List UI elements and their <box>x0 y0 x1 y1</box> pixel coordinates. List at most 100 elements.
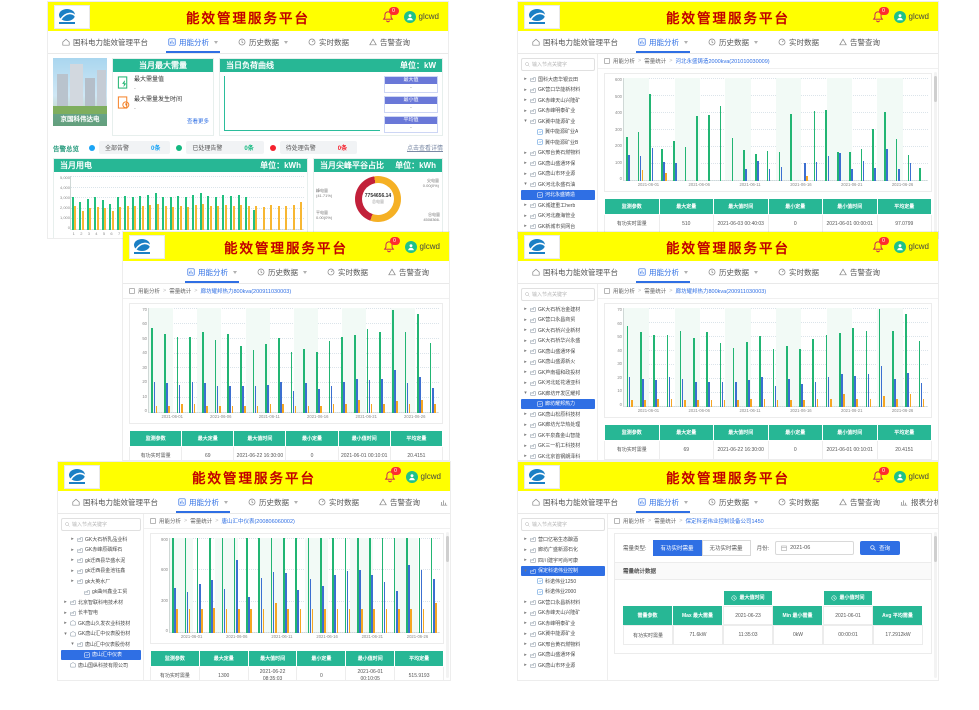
tree-node[interactable]: ▸ GK邢台黄石燃物料 <box>521 148 595 159</box>
tree-node[interactable]: ▸ GK大石桥冶金建材 <box>521 304 595 315</box>
tree-node[interactable]: ▸ GK唐山盛通环保 <box>521 346 595 357</box>
tree-expand-toggle[interactable]: ▸ <box>524 620 527 627</box>
nav-item-yongneng[interactable]: 用能分析 <box>628 491 698 513</box>
tree-node[interactable]: ▸ GK大石桥兴业新材 <box>521 325 595 336</box>
nav-item-yongneng[interactable]: 用能分析 <box>628 31 698 53</box>
breadcrumb-item-2[interactable]: 需量统计 <box>644 289 667 295</box>
tree-expand-toggle[interactable]: ▸ <box>524 651 527 658</box>
nav-item-gaojing[interactable]: 告警查询 <box>378 261 439 283</box>
tree-node[interactable]: ▸ GK北京首钢朗泽科 <box>521 451 595 460</box>
scrollbar[interactable] <box>934 532 937 678</box>
nav-home[interactable]: 国科电力能效管理平台 <box>522 261 628 283</box>
tree-expand-toggle[interactable]: ▸ <box>524 160 527 167</box>
tree-node[interactable]: ▸ GK唐山盛源新火 <box>521 357 595 368</box>
tree-expand-toggle[interactable]: ▸ <box>524 358 527 365</box>
breadcrumb-item-3[interactable]: 保定科诺伟业控制设备公司1450 <box>685 519 764 525</box>
tree-expand-toggle[interactable]: ▸ <box>524 442 527 449</box>
nav-item-gaojing[interactable]: 告警查询 <box>829 491 890 513</box>
tree-node[interactable]: ▾ GK廊坊开发区耀邦 <box>521 388 595 399</box>
tree-node[interactable]: ▸ GK唐山市环业源 <box>521 169 595 180</box>
demand-type-option[interactable]: 无功实时需量 <box>701 540 751 556</box>
demand-type-toggle[interactable]: 有功实时需量 无功实时需量 <box>652 540 751 556</box>
query-button[interactable]: 查询 <box>860 541 901 555</box>
tree-expand-toggle[interactable]: ▸ <box>524 411 527 418</box>
nav-item-yongneng[interactable]: 用能分析 <box>177 261 247 283</box>
nav-item-yongneng[interactable]: 用能分析 <box>168 491 238 513</box>
breadcrumb-item-3[interactable]: 廊坊耀邦热力800kva(200911030003) <box>200 289 292 295</box>
breadcrumb-item-3[interactable]: 唐山汇中仪表(200806060002) <box>221 519 295 525</box>
search-input[interactable]: 输入节点关键字 <box>521 288 595 301</box>
tree-expand-toggle[interactable]: ▸ <box>524 546 527 553</box>
tree-node[interactable]: ▸ GK大石桥华兴永盛 <box>521 336 595 347</box>
nav-home[interactable]: 国科电力能效管理平台 <box>522 491 628 513</box>
nav-item-baobiao[interactable]: 报表分析 <box>430 491 450 513</box>
nav-item-shishi[interactable]: 实时数据 <box>317 261 378 283</box>
scrollbar[interactable] <box>446 532 449 678</box>
alarm-pending[interactable]: 待处理告警 0条 <box>269 141 358 154</box>
tree-expand-toggle[interactable]: ▸ <box>524 348 527 355</box>
tree-node[interactable]: ▾ GK河北永盛石油 <box>521 179 595 190</box>
tree-expand-toggle[interactable]: ▾ <box>524 118 527 125</box>
nav-item-baobiao[interactable]: 报表分析 <box>890 491 938 513</box>
tree-expand-toggle[interactable]: ▸ <box>64 599 67 606</box>
tree-node[interactable]: ▸ gk迁西县华盛水泥 <box>61 555 141 566</box>
nav-item-yongneng[interactable]: 用能分析 <box>628 261 698 283</box>
nav-item-lishi[interactable]: 历史数据 <box>228 31 298 53</box>
tree-node[interactable]: ▸ GK赤峰天山兴隆矿 <box>521 608 605 619</box>
user-menu[interactable]: glcwd <box>403 10 439 23</box>
nav-item-shishi[interactable]: 实时数据 <box>768 31 829 53</box>
tree-expand-toggle[interactable]: ▸ <box>524 337 527 344</box>
nav-item-gaojing[interactable]: 告警查询 <box>359 31 420 53</box>
tree-expand-toggle[interactable]: ▾ <box>71 641 74 648</box>
nav-item-shishi[interactable]: 实时数据 <box>768 491 829 513</box>
bell-icon[interactable]: 0 <box>871 6 889 24</box>
tree-node[interactable]: ▸ GK芦南福和政投材 <box>521 367 595 378</box>
tree-node[interactable]: 冀中能源矿业A <box>521 127 595 138</box>
tree-node[interactable]: ▾ GK唐山汇中仪表股份材 <box>61 629 141 640</box>
tree-node[interactable]: ▸ GK大石桥乳品业科 <box>61 534 141 545</box>
tree[interactable]: ▸ 国科大唐华银云田 ▸ GK营口华能新材料 ▸ GK赤峰天山兴隆矿 ▸ GK赤峰明泰矿业 ▾ G… <box>521 74 595 232</box>
tree-expand-toggle[interactable]: ▸ <box>524 212 527 219</box>
search-input[interactable]: 输入节点关键字 <box>61 518 141 531</box>
alarm-detail-link[interactable]: 点击查看详情 <box>406 146 443 152</box>
tree-node[interactable]: ▸ GK三一机工科技材 <box>521 441 595 452</box>
tree-expand-toggle[interactable]: ▸ <box>71 536 74 543</box>
tree-node[interactable]: ▸ GK营口永昌商贸 <box>521 315 595 326</box>
tree[interactable]: ▸ GK大石桥乳品业科 ▸ GK赤峰原磷辉石 ▸ gk迁西县华盛水泥 ▸ gk迁西县金池钰鑫 ▸… <box>61 534 141 671</box>
view-more-link[interactable]: 查看更多 <box>186 118 209 125</box>
table-row[interactable]: 有功实时需量 1300 2021-06-22 08:35:03 0 2021-06-01… <box>150 666 444 680</box>
tree-node[interactable]: ▸ GK唐山久发农业科技材 <box>61 618 141 629</box>
tree-expand-toggle[interactable]: ▾ <box>524 390 527 397</box>
tree-node[interactable]: ▸ 营口亿裕生态酿酒 <box>521 534 605 545</box>
tree-node[interactable]: ▾ GK冀中能源矿业 <box>521 116 595 127</box>
tree-expand-toggle[interactable]: ▸ <box>524 223 527 230</box>
bell-icon[interactable]: 0 <box>871 236 889 254</box>
alarm-all[interactable]: 全部告警 0条 <box>89 141 171 154</box>
tree-expand-toggle[interactable]: ▸ <box>524 76 527 83</box>
user-menu[interactable]: glcwd <box>893 10 929 23</box>
user-menu[interactable]: glcwd <box>893 470 929 483</box>
tree-node[interactable]: ▸ 长丰智电 <box>61 608 141 619</box>
tree-node[interactable]: ▸ 国科大唐华银云田 <box>521 74 595 85</box>
tree-expand-toggle[interactable]: ▸ <box>71 578 74 585</box>
tree-expand-toggle[interactable]: ▸ <box>524 432 527 439</box>
alarm-handled[interactable]: 已处理告警 0条 <box>176 141 264 154</box>
tree-node[interactable]: ▸ GK河北延花通亚科 <box>521 378 595 389</box>
nav-item-lishi[interactable]: 历史数据 <box>698 31 768 53</box>
tree-expand-toggle[interactable]: ▸ <box>524 306 527 313</box>
tree-node[interactable]: 廊坊耀邦热力 <box>521 398 595 409</box>
tree-expand-toggle[interactable]: ▸ <box>524 149 527 156</box>
search-input[interactable]: 输入节点关键字 <box>521 518 605 531</box>
tree-node[interactable]: 科诺伟业2000 <box>521 587 605 598</box>
tree-expand-toggle[interactable]: ▸ <box>524 557 527 564</box>
nav-item-gaojing[interactable]: 告警查询 <box>829 31 890 53</box>
tree-expand-toggle[interactable]: ▸ <box>524 86 527 93</box>
tree-node[interactable]: ▸ GK唐山盛通环保 <box>521 650 605 661</box>
bell-icon[interactable]: 0 <box>381 6 399 24</box>
tree-expand-toggle[interactable]: ▸ <box>524 536 527 543</box>
tree-node[interactable]: ▸ GK营口华能新材料 <box>521 85 595 96</box>
tree-expand-toggle[interactable]: ▸ <box>524 107 527 114</box>
breadcrumb-item-2[interactable]: 需量统计 <box>169 289 192 295</box>
tree-expand-toggle[interactable]: ▸ <box>524 630 527 637</box>
tree-node[interactable]: ▸ GK廊坊光华热处理 <box>521 420 595 431</box>
